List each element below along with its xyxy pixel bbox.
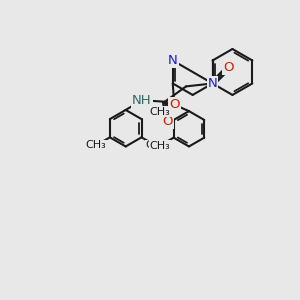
Text: O: O — [163, 115, 173, 128]
Text: N: N — [208, 77, 218, 90]
Text: CH₃: CH₃ — [149, 141, 170, 151]
Text: N: N — [208, 77, 218, 90]
Text: CH₃: CH₃ — [145, 140, 166, 150]
Text: CH₃: CH₃ — [149, 107, 170, 117]
Text: N: N — [208, 77, 218, 90]
Text: CH₃: CH₃ — [85, 140, 106, 150]
Text: O: O — [223, 61, 233, 74]
Text: N: N — [208, 77, 218, 90]
Text: NH: NH — [132, 94, 152, 107]
Text: O: O — [169, 98, 179, 111]
Text: N: N — [208, 77, 218, 90]
Text: N: N — [168, 54, 178, 67]
